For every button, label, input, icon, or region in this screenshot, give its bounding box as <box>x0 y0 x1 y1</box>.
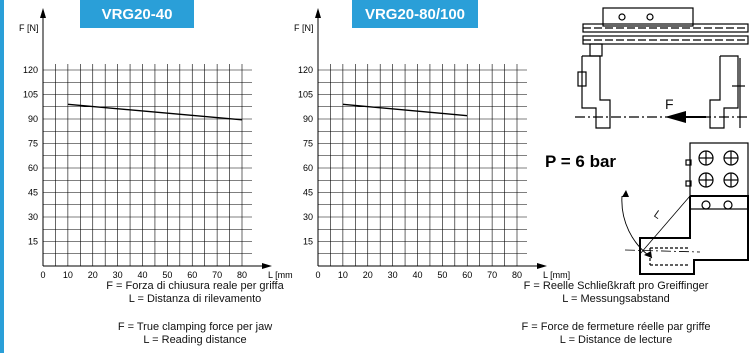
caption-fr-length: L = Distance de lecture <box>559 334 673 346</box>
y-tick-label: 60 <box>303 163 313 173</box>
x-tick-label: 60 <box>187 270 197 280</box>
x-tick-label: 20 <box>363 270 373 280</box>
x-axis-label: L [mm] <box>543 270 570 280</box>
y-tick-label: 90 <box>303 114 313 124</box>
x-tick-label: 10 <box>63 270 73 280</box>
x-tick-label: 70 <box>212 270 222 280</box>
x-tick-label: 30 <box>388 270 398 280</box>
pressure-label: P = 6 bar <box>545 152 617 171</box>
x-tick-label: 20 <box>88 270 98 280</box>
y-tick-label: 75 <box>303 139 313 149</box>
series-line <box>342 103 468 117</box>
x-tick-label: 80 <box>237 270 247 280</box>
x-tick-label: 40 <box>412 270 422 280</box>
x-tick-label: 60 <box>462 270 472 280</box>
y-tick-label: 75 <box>28 139 38 149</box>
caption-it-force: F = Forza di chiusura reale per griffa <box>106 280 284 292</box>
y-tick-label: 15 <box>303 237 313 247</box>
caption-de-length: L = Messungsabstand <box>562 293 670 305</box>
x-tick-label: 70 <box>487 270 497 280</box>
x-tick-label: 80 <box>512 270 522 280</box>
y-tick-label: 120 <box>23 65 38 75</box>
y-tick-label: 105 <box>298 90 313 100</box>
x-tick-label: 0 <box>40 270 45 280</box>
x-axis-label: L [mm <box>268 270 293 280</box>
chart-1-title: VRG20-40 <box>80 0 194 28</box>
force-label: F <box>665 96 674 112</box>
y-tick-label: 90 <box>28 114 38 124</box>
x-axis-arrow <box>537 263 547 269</box>
y-tick-label: 120 <box>298 65 313 75</box>
accent-edge <box>0 0 4 353</box>
caption-it-length: L = Distanza di rilevamento <box>128 293 262 305</box>
y-tick-label: 45 <box>303 188 313 198</box>
x-tick-label: 50 <box>437 270 447 280</box>
y-tick-label: 60 <box>28 163 38 173</box>
y-tick-label: 30 <box>28 212 38 222</box>
x-tick-label: 10 <box>338 270 348 280</box>
x-tick-label: 40 <box>137 270 147 280</box>
x-tick-label: 0 <box>315 270 320 280</box>
y-axis-arrow <box>40 8 46 18</box>
x-axis-arrow <box>262 263 272 269</box>
caption-en-force: F = True clamping force per jaw <box>117 321 273 333</box>
y-tick-label: 15 <box>28 237 38 247</box>
caption-de-force: F = Reelle Schließkraft pro Greiffinger <box>523 280 709 292</box>
caption-fr-force: F = Force de fermeture réelle par griffe <box>521 321 711 333</box>
x-tick-label: 30 <box>113 270 123 280</box>
series-line <box>67 103 243 121</box>
y-tick-label: 45 <box>28 188 38 198</box>
y-axis-label: F [N] <box>294 23 314 33</box>
chart-2-title: VRG20-80/100 <box>352 0 478 28</box>
caption-en-length: L = Reading distance <box>143 334 247 346</box>
y-tick-label: 105 <box>23 90 38 100</box>
y-axis-label: F [N] <box>19 23 39 33</box>
x-tick-label: 50 <box>162 270 172 280</box>
y-tick-label: 30 <box>303 212 313 222</box>
y-axis-arrow <box>315 8 321 18</box>
